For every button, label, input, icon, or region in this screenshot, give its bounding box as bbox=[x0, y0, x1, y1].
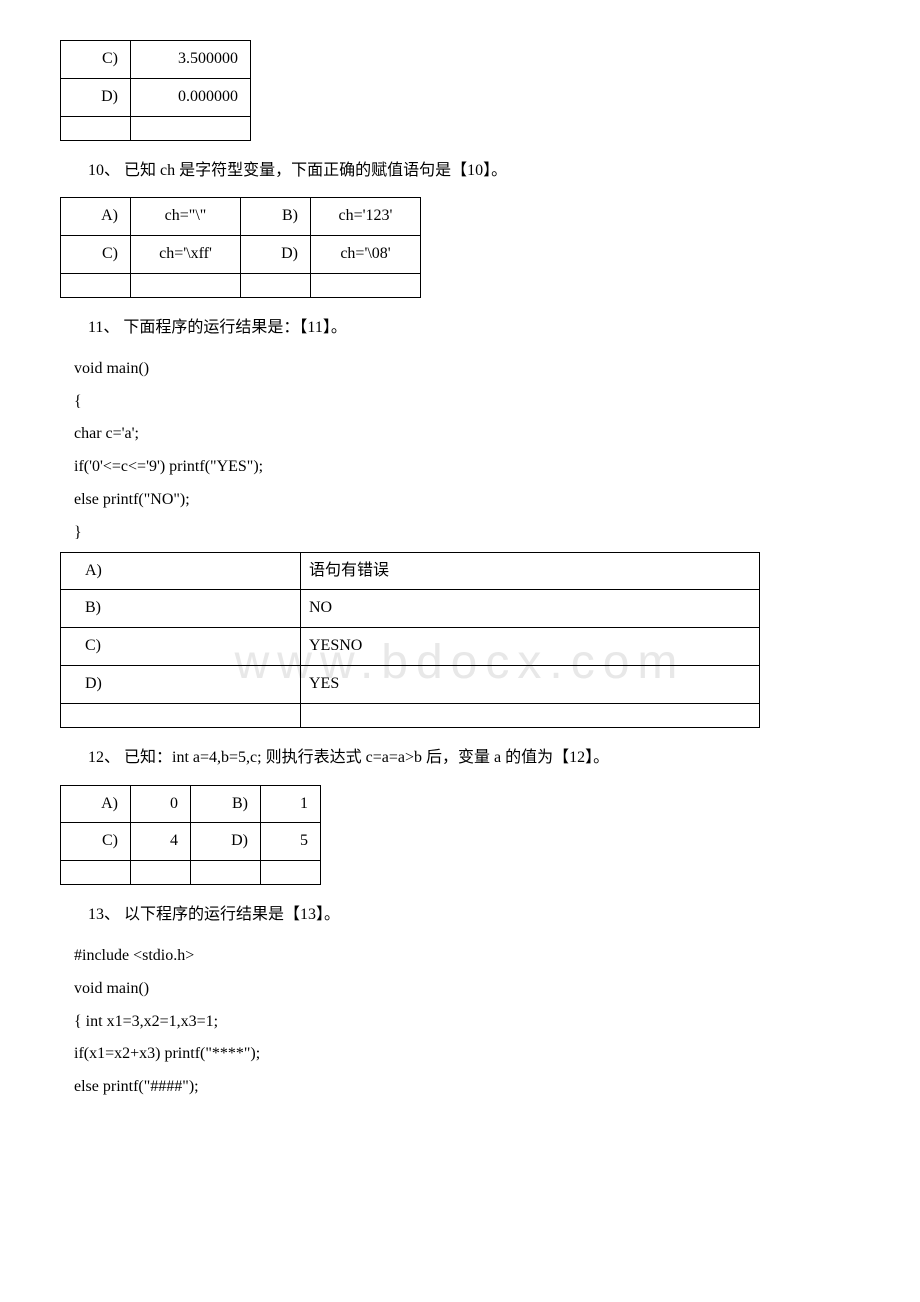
code-line: void main() bbox=[60, 975, 860, 1004]
option-value: ch="\" bbox=[131, 198, 241, 236]
option-label: A) bbox=[61, 785, 131, 823]
code-line: } bbox=[60, 519, 860, 548]
code-line: { bbox=[60, 388, 860, 417]
option-label: C) bbox=[61, 236, 131, 274]
table-cd-values: C) 3.500000 D) 0.000000 bbox=[60, 40, 251, 141]
code-line: else printf("NO"); bbox=[60, 486, 860, 515]
empty-cell bbox=[311, 273, 421, 297]
empty-cell bbox=[191, 861, 261, 885]
table-row: A) 语句有错误 bbox=[61, 552, 760, 590]
code-line: #include <stdio.h> bbox=[60, 942, 860, 971]
table-row: B) NO bbox=[61, 590, 760, 628]
table-row-empty bbox=[61, 703, 760, 727]
table-row-empty bbox=[61, 861, 321, 885]
table-row: A) 0 B) 1 bbox=[61, 785, 321, 823]
question-12-text: 12、 已知：int a=4,b=5,c; 则执行表达式 c=a=a>b 后，变… bbox=[60, 744, 860, 773]
table-row: C) YESNO bbox=[61, 628, 760, 666]
option-value: 4 bbox=[131, 823, 191, 861]
option-label: B) bbox=[241, 198, 311, 236]
table-q12-options: A) 0 B) 1 C) 4 D) 5 bbox=[60, 785, 321, 886]
empty-cell bbox=[61, 116, 131, 140]
option-value: 0.000000 bbox=[131, 78, 251, 116]
option-label: B) bbox=[61, 590, 301, 628]
table-row: A) ch="\" B) ch='123' bbox=[61, 198, 421, 236]
empty-cell bbox=[61, 861, 131, 885]
option-label: A) bbox=[61, 552, 301, 590]
question-11-text: 11、 下面程序的运行结果是：【11】。 bbox=[60, 314, 860, 343]
option-label: B) bbox=[191, 785, 261, 823]
empty-cell bbox=[131, 273, 241, 297]
option-answer: NO bbox=[301, 590, 760, 628]
code-line: char c='a'; bbox=[60, 420, 860, 449]
empty-cell bbox=[131, 861, 191, 885]
table-row: D) 0.000000 bbox=[61, 78, 251, 116]
code-line: void main() bbox=[60, 355, 860, 384]
option-value: 1 bbox=[261, 785, 321, 823]
option-label: D) bbox=[241, 236, 311, 274]
empty-cell bbox=[241, 273, 311, 297]
option-value: ch='\xff' bbox=[131, 236, 241, 274]
option-answer: YES bbox=[301, 665, 760, 703]
document-content: C) 3.500000 D) 0.000000 10、 已知 ch 是字符型变量… bbox=[60, 40, 860, 1102]
option-value: 0 bbox=[131, 785, 191, 823]
empty-cell bbox=[61, 273, 131, 297]
option-label: C) bbox=[61, 823, 131, 861]
empty-cell bbox=[261, 861, 321, 885]
empty-cell bbox=[131, 116, 251, 140]
option-answer: 语句有错误 bbox=[301, 552, 760, 590]
empty-cell bbox=[301, 703, 760, 727]
question-10-text: 10、 已知 ch 是字符型变量，下面正确的赋值语句是【10】。 bbox=[60, 157, 860, 186]
table-row: D) YES bbox=[61, 665, 760, 703]
table-row-empty bbox=[61, 273, 421, 297]
empty-cell bbox=[61, 703, 301, 727]
question-13-text: 13、 以下程序的运行结果是【13】。 bbox=[60, 901, 860, 930]
option-label: D) bbox=[61, 665, 301, 703]
code-line: else printf("####"); bbox=[60, 1073, 860, 1102]
option-label: C) bbox=[61, 41, 131, 79]
option-label: D) bbox=[191, 823, 261, 861]
code-line: if(x1=x2+x3) printf("****"); bbox=[60, 1040, 860, 1069]
option-label: C) bbox=[61, 628, 301, 666]
option-value: ch='\08' bbox=[311, 236, 421, 274]
option-label: A) bbox=[61, 198, 131, 236]
code-line: if('0'<=c<='9') printf("YES"); bbox=[60, 453, 860, 482]
table-row: C) 4 D) 5 bbox=[61, 823, 321, 861]
option-value: 3.500000 bbox=[131, 41, 251, 79]
code-line: { int x1=3,x2=1,x3=1; bbox=[60, 1008, 860, 1037]
option-answer: YESNO bbox=[301, 628, 760, 666]
table-row: C) 3.500000 bbox=[61, 41, 251, 79]
table-row: C) ch='\xff' D) ch='\08' bbox=[61, 236, 421, 274]
table-row-empty bbox=[61, 116, 251, 140]
option-label: D) bbox=[61, 78, 131, 116]
table-q10-options: A) ch="\" B) ch='123' C) ch='\xff' D) ch… bbox=[60, 197, 421, 298]
table-q11-options: A) 语句有错误 B) NO C) YESNO D) YES bbox=[60, 552, 760, 728]
option-value: ch='123' bbox=[311, 198, 421, 236]
option-value: 5 bbox=[261, 823, 321, 861]
